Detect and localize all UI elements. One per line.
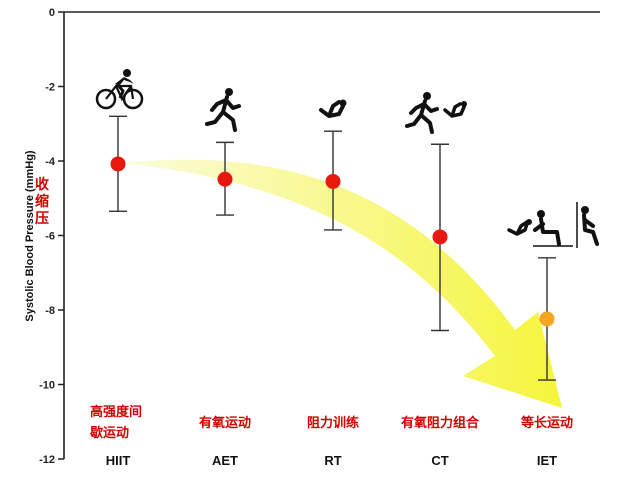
- category-label-cn: 高强度间歇运动: [89, 404, 142, 441]
- data-points: [110, 156, 555, 327]
- lifter-body: [443, 102, 466, 118]
- x-tick-label: HIIT: [106, 453, 131, 468]
- x-tick-label: CT: [431, 453, 448, 468]
- runner-head: [225, 88, 233, 96]
- runner-head: [423, 92, 431, 100]
- x-tick-label: AET: [212, 453, 238, 468]
- rider-body: [115, 77, 134, 86]
- wall-sit-head: [537, 210, 545, 218]
- squat-head: [581, 206, 589, 214]
- category-label-cn: 有氧阻力组合: [401, 415, 480, 431]
- data-point: [110, 156, 126, 172]
- data-point: [217, 171, 233, 187]
- lifter-head: [339, 99, 347, 107]
- resistance-icon: [319, 99, 347, 118]
- x-tick-label: IET: [537, 453, 557, 468]
- y-ticks: 0 -2 -4 -6 -8 -10 -12: [39, 7, 64, 466]
- bike-wheel-rear: [95, 88, 117, 110]
- x-tick-label: RT: [324, 453, 341, 468]
- bike-frame: [105, 84, 135, 102]
- exercise-icons: [95, 69, 599, 248]
- rider-leg: [116, 84, 125, 99]
- category-label-cn: 阻力训练: [307, 415, 359, 431]
- y-tick-label: -12: [39, 454, 55, 466]
- category-label-cn: 有氧运动: [199, 415, 251, 431]
- cycling-icon: [95, 69, 144, 110]
- y-axis-title: Systolic Blood Pressure (mmHg): [24, 150, 36, 321]
- data-point: [325, 173, 341, 189]
- y-axis-title-cn: 收缩压: [35, 176, 50, 227]
- bike-wheel-front: [122, 88, 144, 110]
- y-tick-label: -2: [45, 82, 55, 94]
- y-tick-label: 0: [49, 7, 55, 19]
- running-icon: [205, 88, 241, 132]
- category-labels: HIIT AET RT CT IET 高强度间歇运动 有氧运动 阻力训练 有氧阻力组合 等长运动: [89, 404, 573, 468]
- data-point: [432, 229, 448, 245]
- wall-sit-body: [533, 217, 561, 246]
- y-tick-label: -6: [45, 231, 55, 243]
- data-point: [539, 311, 555, 327]
- runner-body: [405, 99, 439, 134]
- rider-head: [123, 69, 131, 77]
- squat-body: [582, 213, 599, 246]
- trend-arrow: [122, 159, 562, 408]
- lifter-head: [461, 101, 467, 107]
- isometric-icon: [507, 202, 599, 248]
- grip-head: [526, 219, 532, 225]
- y-tick-label: -8: [45, 305, 55, 317]
- y-tick-label: -4: [45, 156, 56, 168]
- runner-body: [205, 95, 241, 132]
- running-resistance-icon: [405, 92, 467, 134]
- category-label-cn: 等长运动: [520, 415, 573, 431]
- grip-figure: [507, 220, 529, 236]
- lifter-body: [319, 100, 345, 118]
- y-tick-label: -10: [39, 380, 55, 392]
